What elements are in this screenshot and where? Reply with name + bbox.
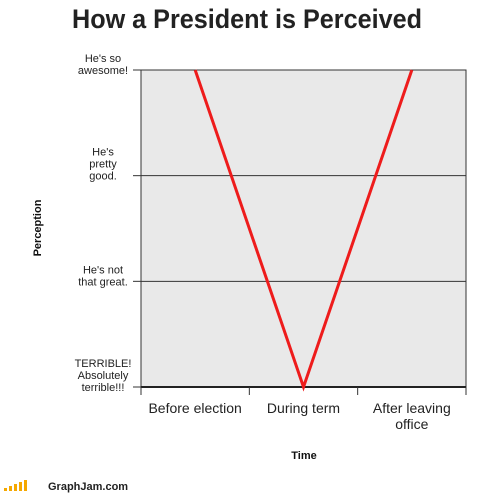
x-tick-label: After leaving office	[373, 400, 451, 432]
line-series	[193, 69, 414, 392]
x-tick-label: During term	[267, 400, 340, 416]
x-axis-label: Time	[291, 450, 316, 462]
footer-logo	[4, 480, 27, 491]
plot-area	[141, 70, 466, 387]
x-tick-label: Before election	[148, 400, 241, 416]
y-axis-label: Perception	[32, 199, 44, 256]
y-tick-label: He's so awesome!	[78, 53, 128, 77]
footer: GraphJam.com	[48, 481, 128, 493]
chart-title: How a President is Perceived	[72, 4, 422, 34]
y-tick-label: He's pretty good.	[89, 147, 117, 183]
y-tick-label: He's not that great.	[78, 264, 128, 288]
y-tick-label: TERRIBLE! Absolutely terrible!!!	[75, 358, 132, 394]
